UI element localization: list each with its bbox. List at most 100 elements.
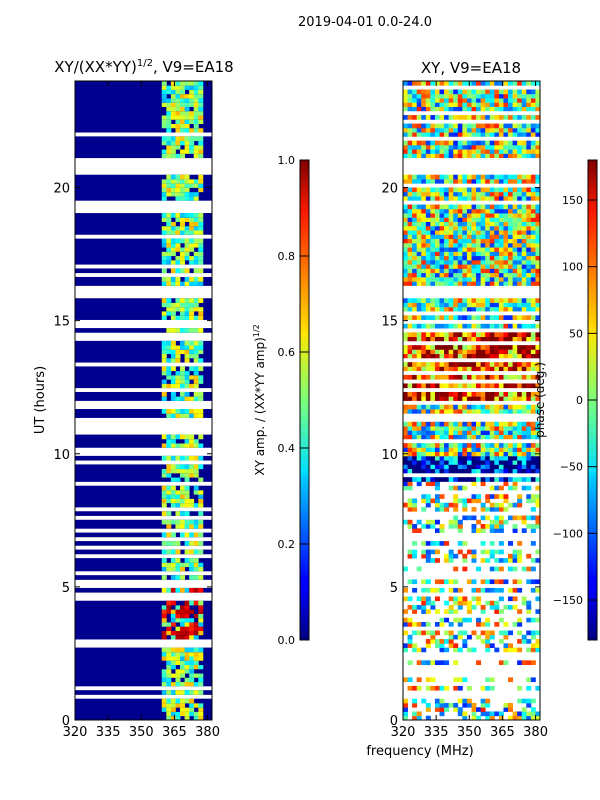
heatmap-cell xyxy=(503,93,509,99)
heatmap-cell xyxy=(184,102,190,107)
heatmap-cell xyxy=(448,421,454,427)
heatmap-row xyxy=(75,443,212,448)
heatmap-cell xyxy=(403,455,408,461)
heatmap-cell xyxy=(508,553,513,559)
heatmap-cell xyxy=(407,460,413,465)
heatmap-cell xyxy=(512,434,518,440)
heatmap-cell xyxy=(448,102,454,107)
heatmap-cell xyxy=(448,622,454,627)
heatmap-cell xyxy=(494,396,500,401)
heatmap-cell xyxy=(535,149,540,154)
heatmap-cell xyxy=(425,264,431,269)
heatmap-cell xyxy=(498,140,504,146)
heatmap-cell xyxy=(471,707,477,712)
heatmap-cell xyxy=(480,323,486,329)
heatmap-cell xyxy=(425,451,431,457)
y-tick-label: 15 xyxy=(381,315,398,330)
heatmap-cell xyxy=(175,681,181,687)
heatmap-cell xyxy=(175,502,181,508)
heatmap-cell xyxy=(430,421,436,427)
heatmap-cell xyxy=(425,643,431,648)
heatmap-cell xyxy=(184,681,190,687)
heatmap-cell xyxy=(184,477,190,482)
heatmap-cell xyxy=(526,221,532,227)
heatmap-cell xyxy=(166,259,172,265)
heatmap-cell xyxy=(430,81,436,86)
heatmap-cell xyxy=(466,281,472,286)
heatmap-cell xyxy=(476,89,482,95)
heatmap-cell xyxy=(444,204,450,210)
heatmap-cell xyxy=(485,127,491,133)
heatmap-cell xyxy=(466,208,472,214)
heatmap-cell xyxy=(198,651,204,657)
heatmap-cell xyxy=(535,336,540,342)
heatmap-row xyxy=(75,438,212,444)
heatmap-cell xyxy=(466,430,472,435)
heatmap-cell xyxy=(193,660,199,666)
heatmap-cell xyxy=(471,191,477,197)
heatmap-cell xyxy=(480,238,486,244)
heatmap-cell xyxy=(457,123,463,129)
heatmap-cell xyxy=(521,178,527,184)
heatmap-cell xyxy=(403,93,408,99)
heatmap-cell xyxy=(180,315,185,320)
heatmap-cell xyxy=(444,502,450,508)
heatmap-cell xyxy=(457,426,463,431)
heatmap-row xyxy=(75,434,212,440)
heatmap-cell xyxy=(521,204,527,210)
heatmap-cell xyxy=(485,315,491,320)
heatmap-cell xyxy=(421,622,427,627)
heatmap-cell xyxy=(175,136,181,142)
heatmap-cell xyxy=(412,323,418,329)
heatmap-cell xyxy=(198,217,204,222)
heatmap-cell xyxy=(170,438,176,444)
heatmap-cell xyxy=(184,664,190,670)
heatmap-cell xyxy=(184,230,190,235)
heatmap-cell xyxy=(193,127,199,133)
heatmap-cell xyxy=(471,396,477,401)
heatmap-cell xyxy=(184,225,190,231)
heatmap-cell xyxy=(170,93,176,99)
heatmap-cell xyxy=(512,421,518,427)
heatmap-cell xyxy=(189,259,195,265)
heatmap-cell xyxy=(403,144,408,150)
heatmap-cell xyxy=(471,281,477,286)
heatmap-cell xyxy=(466,259,472,265)
heatmap-cell xyxy=(193,106,199,112)
heatmap-cell xyxy=(530,144,536,150)
heatmap-cell xyxy=(180,587,185,593)
heatmap-cell xyxy=(184,140,190,146)
heatmap-cell xyxy=(476,455,482,461)
heatmap-cell xyxy=(485,242,491,248)
heatmap-cell xyxy=(535,515,540,521)
heatmap-cell xyxy=(434,259,440,265)
heatmap-cell xyxy=(485,447,491,453)
heatmap-cell xyxy=(521,362,527,367)
heatmap-cell xyxy=(161,472,167,478)
heatmap-cell xyxy=(476,374,482,380)
heatmap-cell xyxy=(526,609,532,614)
heatmap-cell xyxy=(526,196,532,201)
heatmap-cell xyxy=(439,81,445,86)
heatmap-cell xyxy=(526,255,532,261)
heatmap-cell xyxy=(421,609,427,614)
heatmap-cell xyxy=(512,276,518,282)
heatmap-cell xyxy=(407,196,413,201)
heatmap-cell xyxy=(530,272,536,278)
heatmap-cell xyxy=(166,221,172,227)
heatmap-cell xyxy=(498,213,504,218)
heatmap-cell xyxy=(184,455,190,461)
heatmap-cell xyxy=(471,647,477,653)
heatmap-cell xyxy=(412,298,418,303)
heatmap-cell xyxy=(416,596,422,602)
heatmap-cell xyxy=(530,498,536,504)
heatmap-cell xyxy=(457,217,463,222)
heatmap-cell xyxy=(434,132,440,137)
heatmap-cell xyxy=(453,421,459,427)
heatmap-cell xyxy=(489,149,495,154)
heatmap-cell xyxy=(439,98,445,103)
heatmap-cell xyxy=(193,349,199,355)
heatmap-cell xyxy=(403,238,408,244)
heatmap-cell xyxy=(526,242,532,248)
heatmap-cell xyxy=(489,383,495,389)
